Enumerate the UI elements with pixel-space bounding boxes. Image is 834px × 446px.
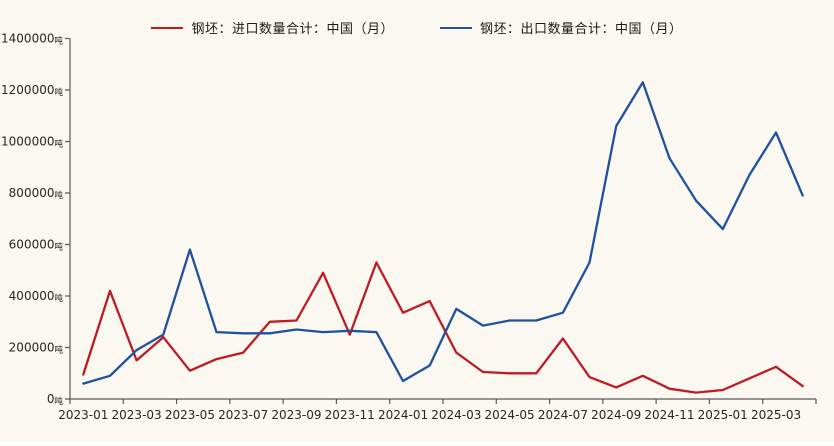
legend-label-export: 钢坯：出口数量合计：中国（月） [480, 22, 683, 37]
x-tick-label: 2024-01 [378, 408, 428, 422]
x-tick-label: 2023-07 [218, 408, 268, 422]
x-tick-label: 2024-11 [644, 408, 694, 422]
x-tick-label: 2023-11 [325, 408, 375, 422]
y-tick-label: 1200000吨 [1, 83, 63, 98]
y-tick-label: 0吨 [47, 392, 64, 407]
x-tick-label: 2023-09 [271, 408, 321, 422]
chart-legend: 钢坯：进口数量合计：中国（月） 钢坯：出口数量合计：中国（月） [0, 18, 834, 37]
legend-label-import: 钢坯：进口数量合计：中国（月） [191, 22, 394, 37]
x-tick-label: 2023-01 [58, 408, 108, 422]
x-tick-label: 2024-05 [485, 408, 535, 422]
y-tick-label: 1400000吨 [1, 32, 63, 47]
legend-item-export: 钢坯：出口数量合计：中国（月） [440, 18, 683, 37]
x-tick-label: 2024-03 [431, 408, 481, 422]
y-tick-label: 200000吨 [9, 341, 64, 356]
y-tick-label: 800000吨 [9, 186, 64, 201]
legend-item-import: 钢坯：进口数量合计：中国（月） [151, 18, 394, 37]
y-tick-label: 600000吨 [9, 238, 64, 253]
y-tick-label: 400000吨 [9, 289, 64, 304]
x-tick-label: 2023-03 [112, 408, 162, 422]
x-tick-label: 2024-07 [538, 408, 588, 422]
x-tick-label: 2024-09 [591, 408, 641, 422]
x-tick-label: 2025-03 [751, 408, 801, 422]
export-line-series [82, 81, 804, 385]
x-tick-label: 2025-01 [698, 408, 748, 422]
import-line-swatch-icon [151, 26, 184, 29]
import-line-series [82, 261, 804, 394]
export-line-swatch-icon [440, 26, 472, 29]
x-tick-label: 2023-05 [165, 408, 215, 422]
y-tick-label: 1000000吨 [1, 135, 63, 150]
